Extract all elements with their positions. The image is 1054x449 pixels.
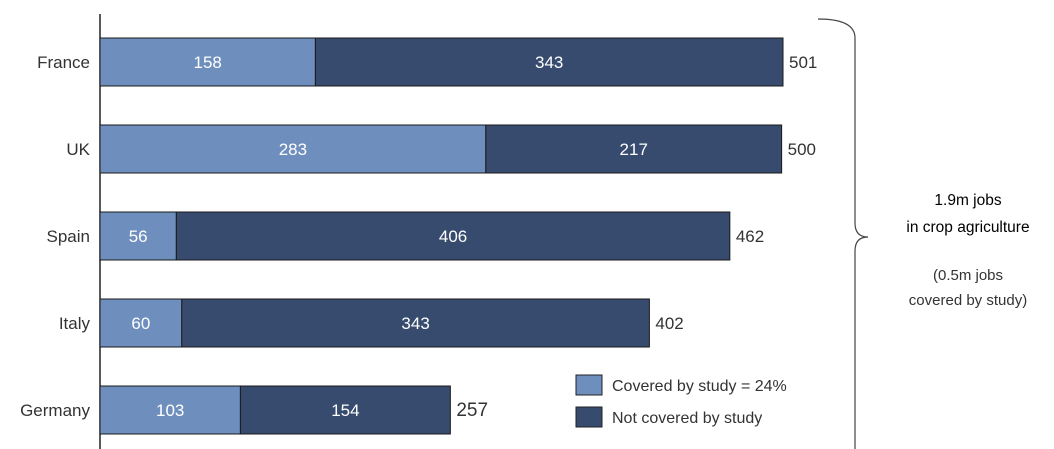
annotation-line-3: (0.5m jobs bbox=[933, 267, 1003, 284]
bar-value-germany-series-0: 103 bbox=[156, 401, 184, 420]
bar-value-spain-series-1: 406 bbox=[439, 227, 467, 246]
category-label-italy: Italy bbox=[59, 314, 91, 333]
annotation-line-1: 1.9m jobs bbox=[934, 192, 1001, 209]
bar-uk-series-0 bbox=[99, 124, 487, 174]
bar-france-series-1 bbox=[314, 37, 784, 87]
total-label-italy: 402 bbox=[655, 314, 683, 333]
bar-value-uk-series-1: 217 bbox=[620, 140, 648, 159]
annotation-line-4: covered by study) bbox=[909, 292, 1027, 309]
total-label-germany: 257 bbox=[456, 400, 488, 421]
category-label-uk: UK bbox=[66, 140, 90, 159]
bar-uk-series-1 bbox=[485, 124, 783, 174]
total-label-uk: 500 bbox=[788, 140, 816, 159]
bar-value-france-series-0: 158 bbox=[194, 53, 222, 72]
bar-value-italy-series-0: 60 bbox=[131, 314, 150, 333]
bars-group: France 158 343 501 UK 283 217 500 Spain 56 406 462 I… bbox=[20, 37, 817, 435]
bar-value-france-series-1: 343 bbox=[535, 53, 563, 72]
legend-label-not-covered: Not covered by study bbox=[612, 410, 762, 427]
category-label-france: France bbox=[37, 53, 90, 72]
annotation-bracket bbox=[817, 18, 869, 449]
bar-value-italy-series-1: 343 bbox=[401, 314, 429, 333]
bar-value-uk-series-0: 283 bbox=[279, 140, 307, 159]
bar-spain-series-1 bbox=[175, 211, 731, 261]
legend: Covered by study = 24% Not covered by st… bbox=[575, 374, 787, 428]
total-label-spain: 462 bbox=[736, 227, 764, 246]
bar-value-germany-series-1: 154 bbox=[331, 401, 359, 420]
category-label-spain: Spain bbox=[47, 227, 90, 246]
legend-swatch-covered bbox=[575, 374, 603, 396]
legend-swatch-not-covered bbox=[575, 406, 603, 428]
bar-value-spain-series-0: 56 bbox=[129, 227, 148, 246]
legend-label-covered: Covered by study = 24% bbox=[612, 378, 787, 395]
bar-italy-series-1 bbox=[181, 298, 650, 348]
bar-germany-series-1 bbox=[239, 385, 451, 435]
annotation: 1.9m jobs in crop agriculture (0.5m jobs… bbox=[906, 192, 1029, 309]
category-label-germany: Germany bbox=[20, 401, 90, 420]
total-label-france: 501 bbox=[789, 53, 817, 72]
annotation-line-2: in crop agriculture bbox=[906, 219, 1029, 236]
bar-france-series-0 bbox=[99, 37, 316, 87]
bar-germany-series-0 bbox=[99, 385, 241, 435]
